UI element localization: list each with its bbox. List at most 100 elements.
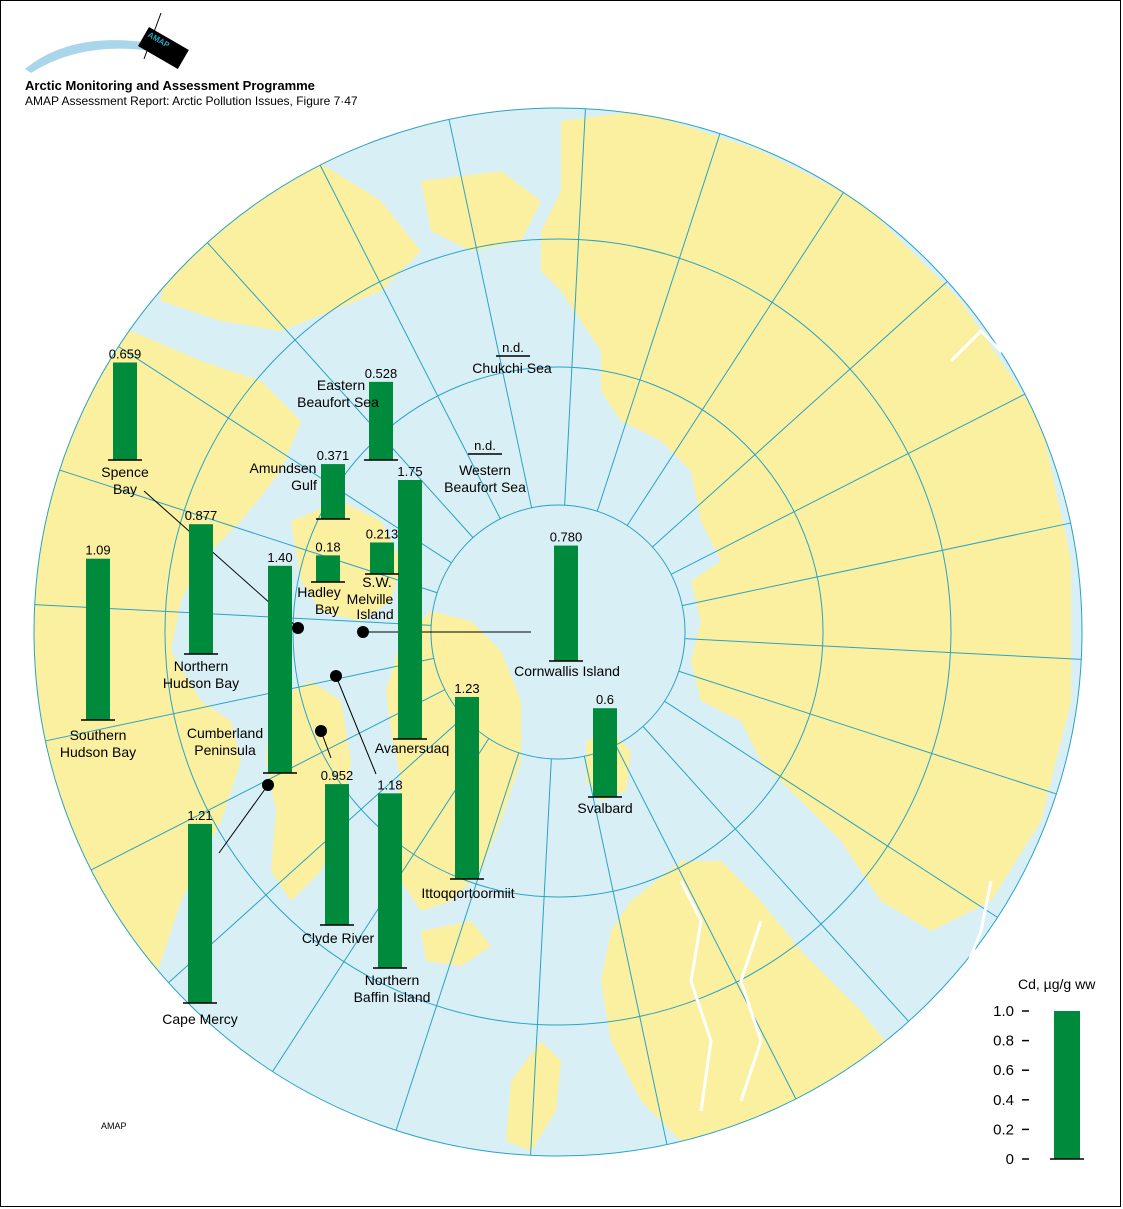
site-bar-group: n.d. Chukchi Sea [472,340,552,376]
legend-tick-label: 1.0 [993,1003,1014,1020]
bar-value-label: 0.213 [366,526,399,541]
meridian-line [682,522,1071,607]
bar-value-label: 1.23 [454,681,479,696]
site-name-label: Spence [101,464,149,480]
site-bar-group: 0.780 Cornwallis Island [514,530,620,679]
bar-value-label: 0.528 [365,366,398,381]
meridian-line [168,716,464,983]
site-name-label: Bay [113,481,137,497]
bar [398,480,422,739]
site-marker [262,779,274,791]
bar [189,524,213,654]
bar [316,555,340,582]
bar [321,464,345,519]
meridian-line [118,346,452,564]
org-title: Arctic Monitoring and Assessment Program… [25,78,315,93]
meridian-line [670,393,1026,575]
bar [369,381,393,460]
site-name-label: Gulf [291,477,317,493]
site-name-label: S.W. [362,574,392,590]
meridian-line [395,752,520,1131]
footer-credit: AMAP [101,1121,127,1131]
legend-tick-label: 0.8 [993,1033,1014,1050]
land-archipelago [291,501,401,621]
bar-value-label: 0.952 [321,768,354,783]
site-name-label: Cumberland [187,725,263,741]
bar [370,542,394,574]
meridian-line [319,164,501,520]
site-name-label: Island [356,606,393,622]
site-name-label: Hudson Bay [163,675,239,691]
landmasses [34,111,1071,1156]
meridians [34,108,1082,1156]
bar-value-label: 1.40 [267,550,292,565]
meridian-line [530,758,552,1156]
amap-logo: AMAP [25,12,189,73]
bar-value-label: n.d. [502,340,524,355]
bar-value-label: 1.75 [397,464,422,479]
site-name-label: Southern [70,727,127,743]
bar [188,823,212,1003]
national-borders [679,328,1042,1112]
bar [325,784,349,925]
bar-value-label: 0.18 [315,539,340,554]
legend-title: Cd, µg/g ww [1018,976,1096,992]
site-marker [292,622,304,634]
meridian-line [626,192,844,526]
legend-tick-label: 0.6 [993,1062,1014,1079]
meridian-line [642,726,909,1022]
site-markers [262,622,369,791]
bar [593,708,617,797]
site-marker [357,626,369,638]
bar-value-label: 0.780 [550,530,583,545]
meridian-line [684,638,1082,660]
site-name-label: Hudson Bay [60,744,136,760]
polar-projection [33,107,1083,1157]
meridian-line [448,119,533,508]
site-name-label: Chukchi Sea [472,360,552,376]
legend-tick-label: 0 [1006,1151,1014,1168]
meridian-line [664,700,998,918]
bar-value-label: n.d. [474,438,496,453]
meridian-line [652,281,948,548]
site-bar-group: 0.6 Svalbard [577,692,632,816]
report-subtitle: AMAP Assessment Report: Arctic Pollution… [25,94,358,108]
site-name-label: Bay [315,601,339,617]
site-name-label: Avanersuaq [375,740,449,756]
bar [268,565,292,773]
meridian-line [615,744,797,1100]
site-name-label: Svalbard [577,800,632,816]
site-name-label: Baffin Island [354,989,431,1005]
site-bar-group: 0.952 Clyde River [302,768,375,946]
meridian-line [564,108,586,506]
bar [113,362,137,460]
legend-tick-label: 0.2 [993,1121,1014,1138]
bar [554,545,578,661]
site-bar-group: 1.75 Avanersuaq [375,464,449,756]
site-name-label: Eastern [317,377,365,393]
site-name-label: Northern [174,658,228,674]
site-name-label: Hadley [297,584,341,600]
site-marker [330,670,342,682]
bar-value-label: 1.21 [187,808,212,823]
legend-tick-label: 0.4 [993,1092,1014,1109]
land-iceland [421,921,491,966]
meridian-line [583,756,668,1145]
bar-value-label: 0.371 [317,448,350,463]
site-name-label: Beaufort Sea [444,479,526,495]
site-name-label: Cape Mercy [162,1011,237,1027]
legend: Cd, µg/g ww 1.0 0.8 0.6 0.4 0.2 0 [993,976,1096,1168]
meridian-line [678,670,1057,795]
bar [86,558,110,720]
site-name-label: Clyde River [302,930,375,946]
meridian-line [207,242,474,538]
